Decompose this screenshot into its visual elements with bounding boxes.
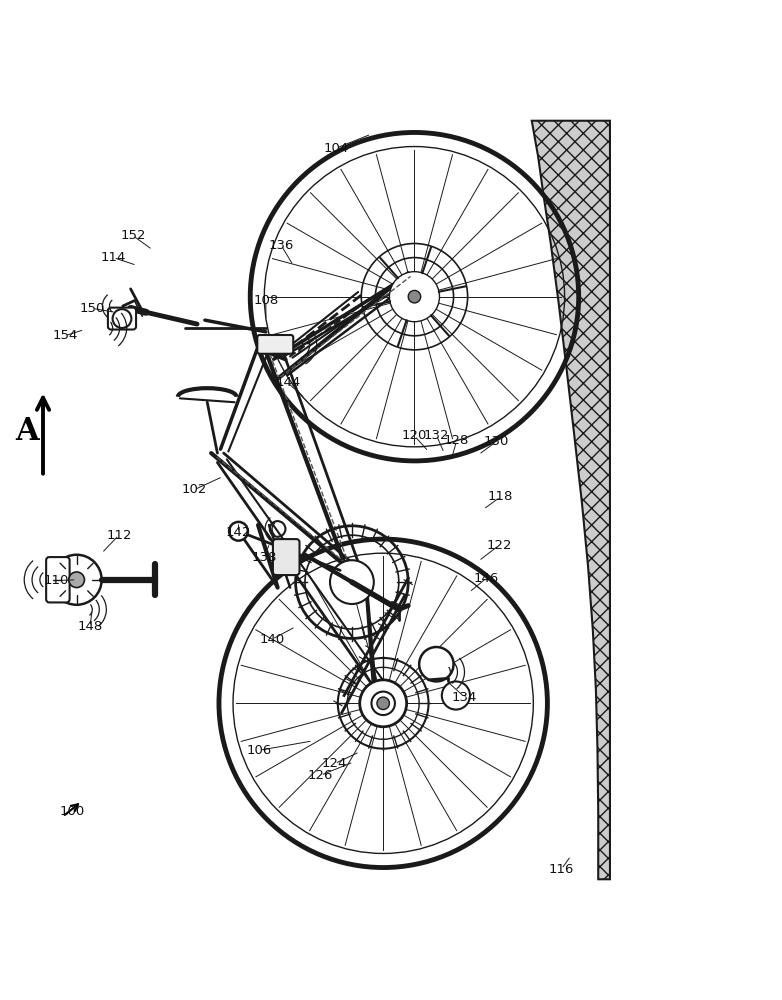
Text: 132: 132	[424, 429, 449, 442]
Text: 138: 138	[252, 551, 277, 564]
Circle shape	[330, 560, 374, 604]
FancyBboxPatch shape	[108, 308, 136, 330]
Circle shape	[229, 522, 248, 541]
Polygon shape	[532, 121, 610, 879]
Circle shape	[52, 555, 102, 605]
Text: 140: 140	[260, 633, 285, 646]
Text: 112: 112	[106, 529, 131, 542]
Circle shape	[113, 309, 131, 328]
Text: A: A	[16, 416, 39, 447]
Text: 122: 122	[486, 539, 511, 552]
Circle shape	[419, 647, 454, 681]
Text: 130: 130	[484, 435, 509, 448]
FancyBboxPatch shape	[257, 335, 293, 354]
Circle shape	[442, 681, 470, 710]
Text: 128: 128	[444, 434, 469, 447]
Circle shape	[377, 697, 389, 710]
Text: 148: 148	[77, 620, 102, 633]
Text: 104: 104	[324, 142, 349, 155]
Text: 152: 152	[120, 229, 145, 242]
Text: 102: 102	[181, 483, 206, 496]
Text: 144: 144	[275, 376, 300, 389]
Text: 110: 110	[44, 574, 69, 587]
Text: 100: 100	[59, 805, 84, 818]
Text: 136: 136	[269, 239, 294, 252]
Text: 124: 124	[322, 757, 347, 770]
Text: 146: 146	[474, 572, 499, 585]
Text: 154: 154	[52, 329, 77, 342]
Circle shape	[408, 290, 421, 303]
Circle shape	[69, 572, 84, 588]
Text: 142: 142	[226, 526, 251, 539]
Circle shape	[360, 680, 407, 727]
Circle shape	[391, 273, 438, 320]
Text: 114: 114	[101, 251, 126, 264]
Circle shape	[389, 272, 439, 322]
Text: 120: 120	[402, 429, 427, 442]
Text: 150: 150	[80, 302, 105, 315]
FancyBboxPatch shape	[46, 557, 70, 602]
Circle shape	[335, 565, 369, 599]
Text: 118: 118	[488, 490, 513, 503]
Text: 116: 116	[549, 863, 574, 876]
Text: 126: 126	[308, 769, 333, 782]
Text: 134: 134	[452, 691, 477, 704]
FancyBboxPatch shape	[273, 539, 300, 575]
Text: 106: 106	[247, 744, 272, 757]
Text: 108: 108	[253, 294, 278, 307]
